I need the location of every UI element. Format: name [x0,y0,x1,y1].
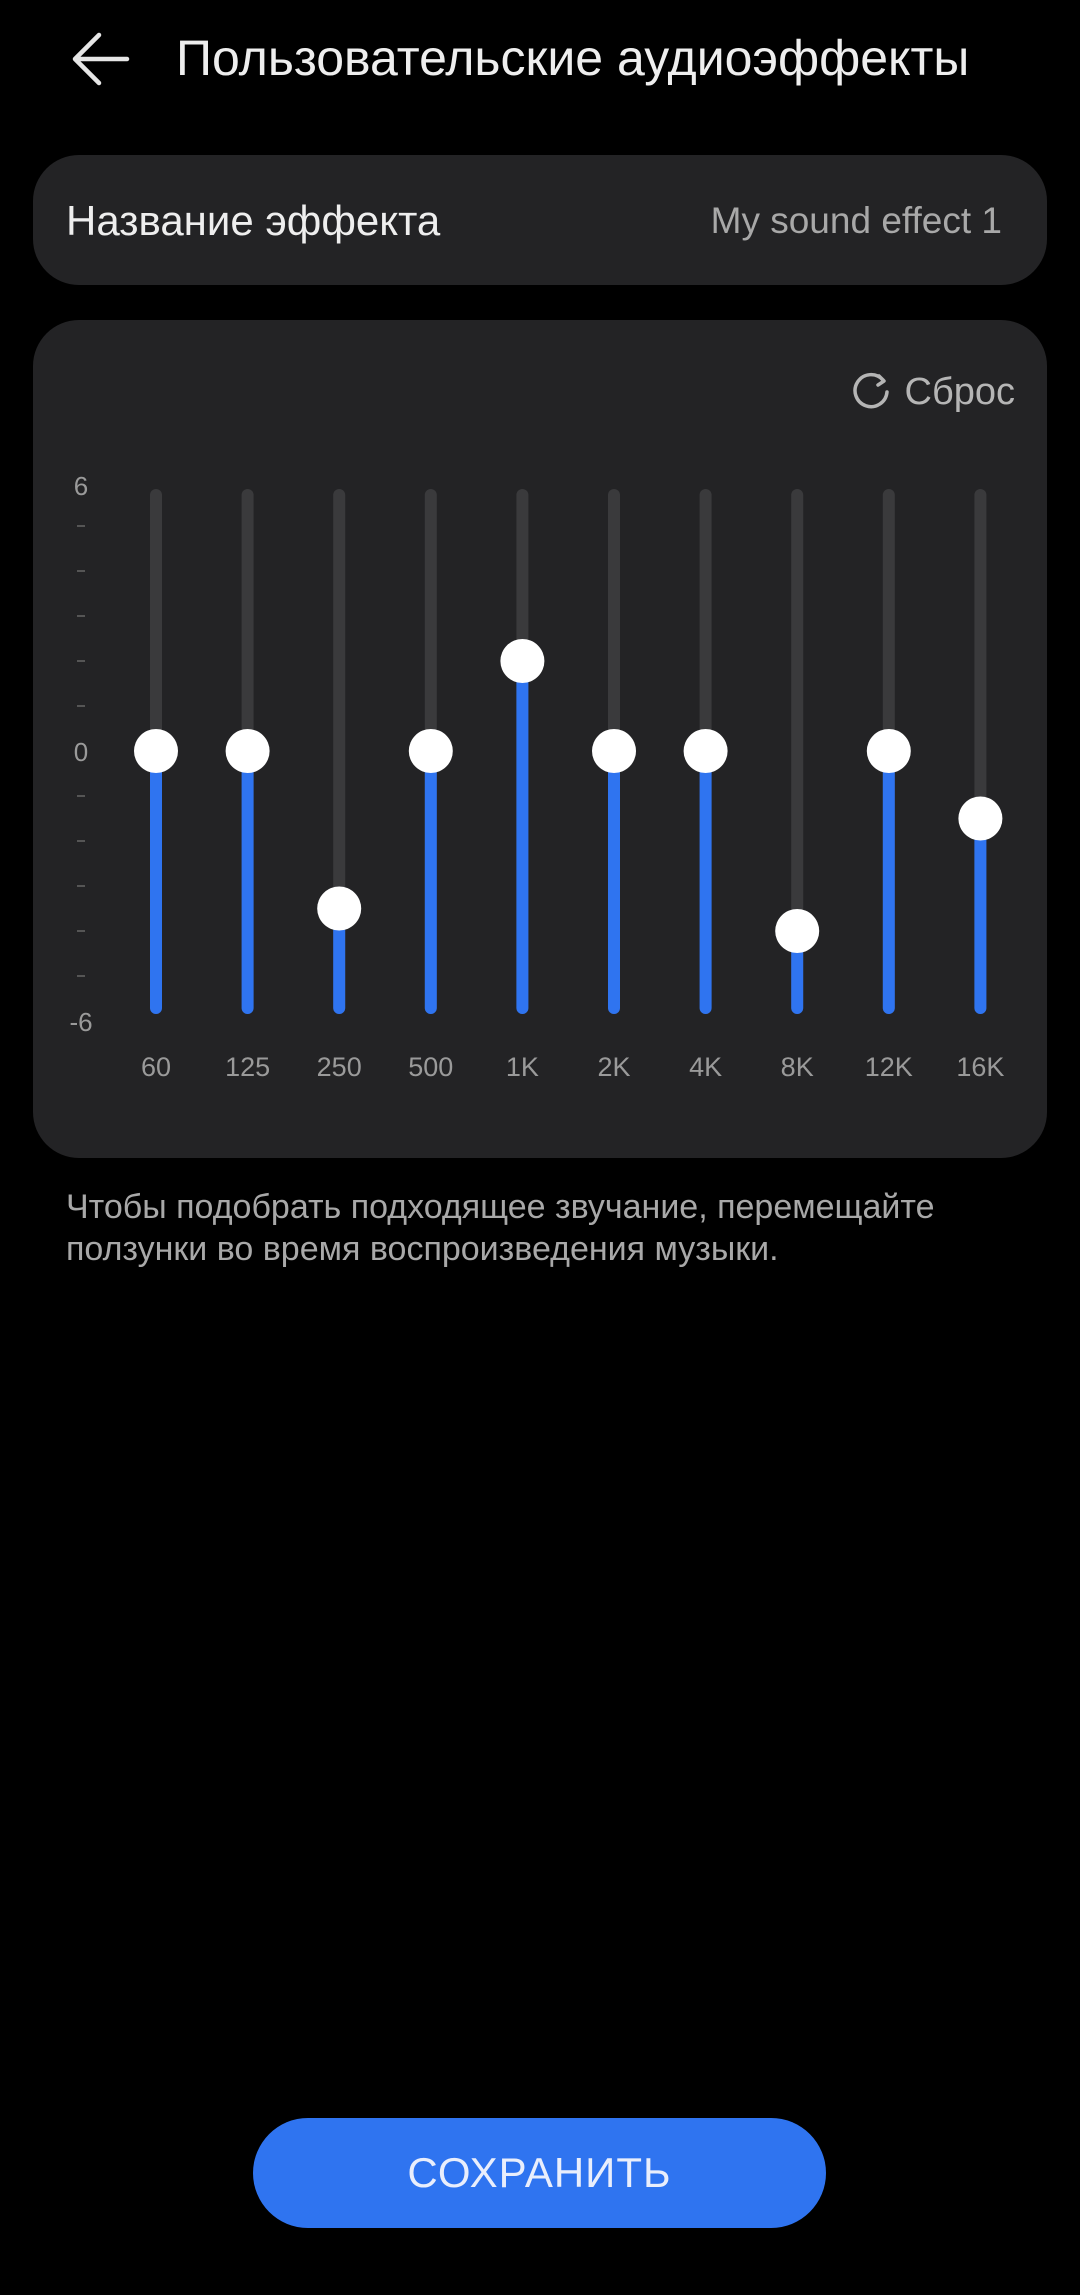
band-slider-500[interactable]: 500 [408,489,453,1082]
band-slider-60[interactable]: 60 [134,489,178,1082]
slider-knob[interactable] [225,729,270,773]
app-bar: Пользовательские аудиоэффекты [0,0,1080,120]
scale-label-bottom: -6 [69,1007,92,1037]
slider-knob[interactable] [866,729,911,773]
scale-ticks [77,525,85,977]
scale-label-zero: 0 [74,737,88,767]
slider-knob[interactable] [592,729,636,773]
slider-knob[interactable] [408,729,453,773]
band-label: 125 [225,1052,270,1082]
refresh-icon [852,372,889,409]
band-label: 2K [597,1052,630,1082]
band-label: 8K [781,1052,814,1082]
equalizer-panel: Сброс 6 0 -6 60 125 250 500 1K 2K 4K 8K 12K 16K [33,320,1047,1158]
band-label: 16K [956,1052,1004,1082]
arrow-left-icon [72,32,130,86]
page-title: Пользовательские аудиоэффекты [176,30,970,86]
slider-knob[interactable] [958,796,1003,841]
band-label: 500 [408,1052,453,1082]
effect-name-value[interactable]: My sound effect 1 [710,200,1002,241]
slider-knob[interactable] [134,729,178,773]
band-label: 250 [317,1052,362,1082]
band-slider-1k[interactable]: 1K [500,489,545,1082]
slider-knob[interactable] [500,639,545,683]
reset-button[interactable]: Сброс [849,364,1015,420]
slider-knob[interactable] [775,909,820,953]
band-label: 12K [865,1052,913,1082]
hint-text: Чтобы подобрать подходящее звучание, пер… [66,1188,935,1268]
band-label: 4K [689,1052,722,1082]
save-button[interactable]: СОХРАНИТЬ [253,2118,826,2228]
slider-knob[interactable] [317,886,362,931]
band-slider-8k[interactable]: 8K [775,489,820,1082]
band-slider-12k[interactable]: 12K [865,489,913,1082]
scale-label-top: 6 [74,471,88,501]
reset-label: Сброс [904,370,1015,413]
effect-name-row[interactable]: Название эффекта My sound effect 1 [33,155,1047,285]
back-button[interactable] [60,24,140,94]
band-label: 60 [141,1052,171,1082]
equalizer-chart: 6 0 -6 60 125 250 500 1K 2K 4K 8K 12K 16K [69,471,1004,1082]
band-slider-4k[interactable]: 4K [683,489,728,1082]
band-slider-16k[interactable]: 16K [956,489,1004,1082]
band-slider-250[interactable]: 250 [317,489,362,1082]
band-slider-2k[interactable]: 2K [592,489,636,1082]
band-slider-125[interactable]: 125 [225,489,270,1082]
equalizer-bands: 60 125 250 500 1K 2K 4K 8K 12K 16K [134,489,1004,1082]
band-label: 1K [506,1052,539,1082]
slider-knob[interactable] [683,729,728,773]
effect-name-label: Название эффекта [66,197,441,244]
